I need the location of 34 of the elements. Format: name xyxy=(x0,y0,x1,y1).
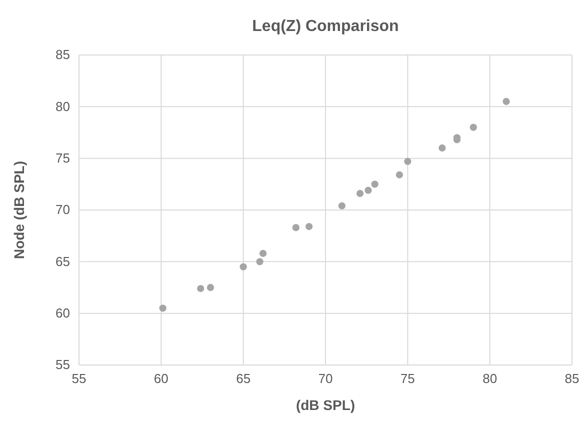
point xyxy=(356,190,364,198)
point xyxy=(206,284,214,292)
point xyxy=(159,304,166,312)
y-tick-label: 55 xyxy=(56,357,70,372)
point xyxy=(502,98,510,106)
x-tick-label: 65 xyxy=(236,371,251,386)
point xyxy=(259,250,267,257)
y-tick-label: 85 xyxy=(56,47,70,62)
x-tick-label: 60 xyxy=(154,371,168,386)
x-tick-label: 75 xyxy=(400,371,415,386)
y-tick-label: 70 xyxy=(56,202,70,218)
chart-title: Leq(Z) Comparison xyxy=(252,18,399,35)
x-tick-label: 70 xyxy=(318,371,333,386)
point xyxy=(438,144,446,152)
y-tick-label: 60 xyxy=(56,305,70,320)
y-tick-label: 65 xyxy=(56,254,70,269)
point xyxy=(306,222,313,230)
point xyxy=(396,171,404,178)
x-tick-label: 55 xyxy=(72,371,86,386)
y-tick-label: 75 xyxy=(56,150,70,166)
point xyxy=(256,258,264,266)
y-axis-title: Node (dB SPL) xyxy=(11,161,27,259)
point xyxy=(371,180,378,188)
point xyxy=(404,158,412,165)
point xyxy=(338,202,346,210)
x-axis-title: (dB SPL) xyxy=(296,397,356,413)
x-tick-label: 80 xyxy=(482,371,498,386)
x-tick-label: 85 xyxy=(564,371,580,386)
point xyxy=(364,186,372,194)
point xyxy=(240,263,247,270)
y-tick-label: 80 xyxy=(56,98,70,114)
point xyxy=(470,124,477,131)
point xyxy=(197,284,204,292)
point xyxy=(292,224,300,232)
